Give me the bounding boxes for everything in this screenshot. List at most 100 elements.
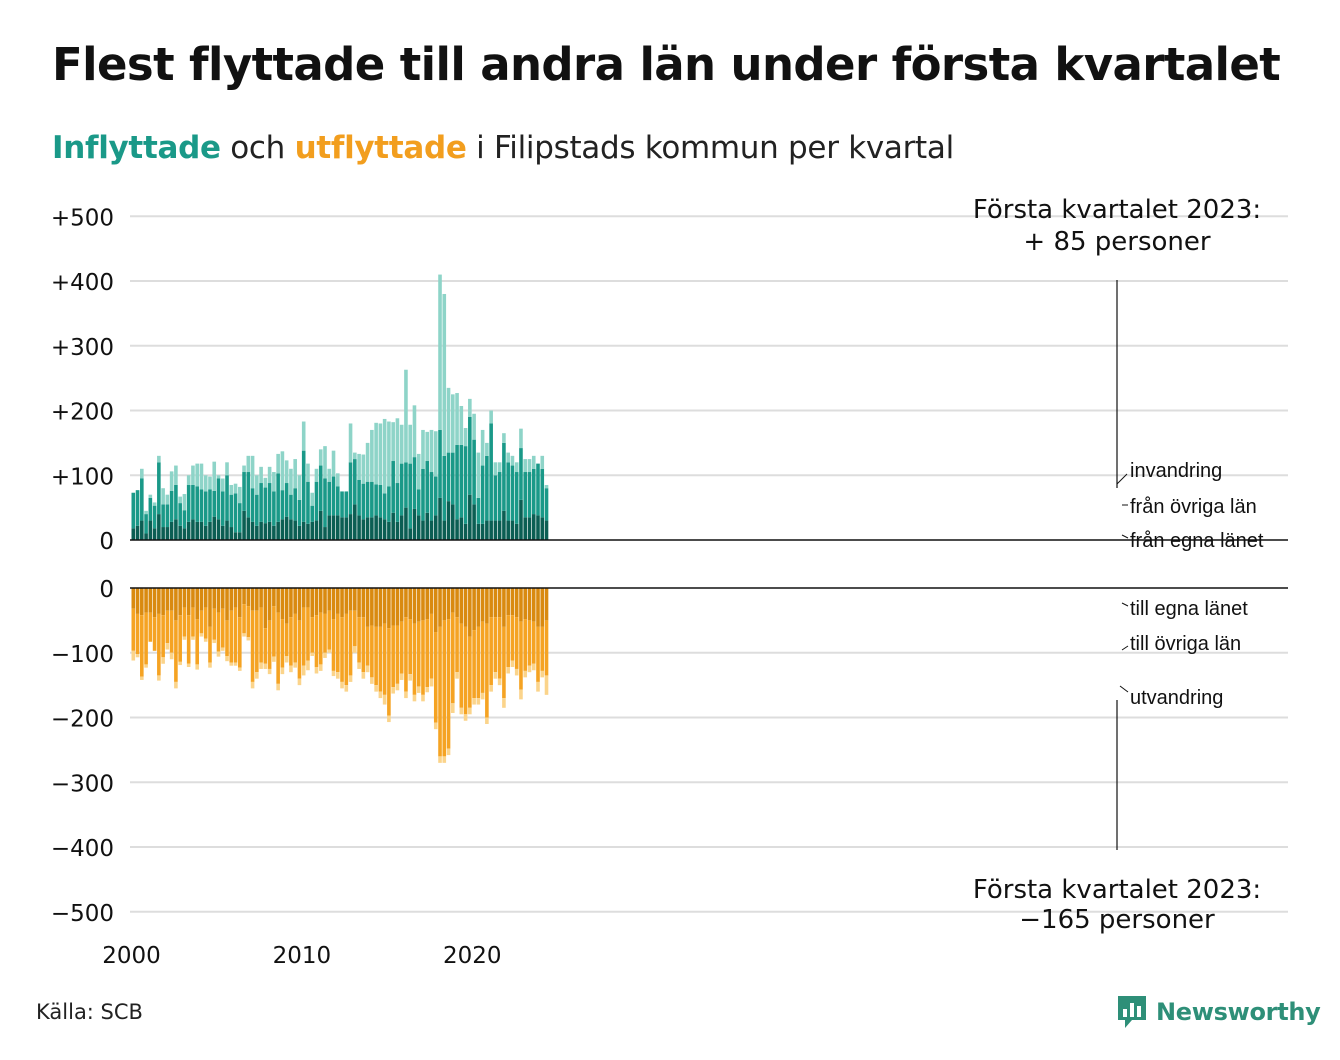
chart-svg: +500 +400 +300 +200 +100 0 0 −100 −200 −300 −400 −5… [51, 195, 1288, 969]
bar-till-ovriga-lan [135, 613, 140, 655]
bar-fran-ovriga-lan [416, 489, 421, 516]
bar-till-egna-lanet [468, 588, 472, 637]
bar-till-ovriga-lan [186, 615, 191, 664]
bar-fran-egna-lanet [152, 528, 157, 540]
bar-till-ovriga-lan [174, 620, 178, 682]
bar-till-ovriga-lan [225, 620, 229, 656]
bar-fran-ovriga-lan [348, 462, 353, 515]
bar-till-egna-lanet [144, 588, 148, 613]
bar-till-ovriga-lan [527, 620, 532, 666]
bar-fran-ovriga-lan [203, 491, 208, 526]
bar-till-ovriga-lan [152, 617, 157, 651]
bar-fran-ovriga-lan [157, 462, 161, 515]
bar-utvandring [361, 672, 366, 679]
bar-till-ovriga-lan [191, 607, 195, 637]
bar-fran-egna-lanet [284, 516, 289, 540]
bar-till-egna-lanet [421, 588, 425, 621]
bar-fran-ovriga-lan [259, 483, 263, 522]
bar-utvandring [412, 694, 417, 702]
series-label-invandring: invandring [1130, 460, 1222, 482]
bar-utvandring [404, 691, 408, 699]
bar-till-ovriga-lan [536, 626, 540, 682]
bar-invandring [208, 476, 212, 490]
bar-till-ovriga-lan [404, 617, 408, 692]
bar-utvandring [370, 677, 374, 684]
bar-till-ovriga-lan [182, 607, 187, 637]
bar-till-ovriga-lan [267, 620, 272, 669]
bar-invandring [395, 418, 400, 484]
bar-invandring [280, 451, 285, 491]
bar-fran-egna-lanet [370, 517, 374, 540]
bar-fran-ovriga-lan [412, 457, 417, 509]
bar-utvandring [433, 722, 438, 730]
bar-utvandring [165, 643, 170, 650]
bar-till-egna-lanet [216, 588, 221, 613]
bar-till-egna-lanet [348, 588, 353, 611]
bar-till-egna-lanet [335, 588, 340, 614]
bar-till-ovriga-lan [216, 612, 221, 652]
bar-invandring [144, 510, 148, 515]
series-label-fran-ovriga-lan: från övriga län [1130, 496, 1257, 518]
bar-fran-egna-lanet [353, 504, 357, 540]
bar-invandring [310, 492, 315, 506]
bar-utvandring [382, 694, 387, 705]
bar-fran-ovriga-lan [485, 455, 489, 521]
bar-invandring [335, 473, 340, 487]
bar-invandring [242, 465, 246, 473]
y-tick-label: −300 [51, 771, 114, 797]
bar-utvandring [310, 652, 315, 656]
bar-invandring [399, 424, 404, 464]
bar-till-egna-lanet [446, 588, 451, 620]
bar-till-egna-lanet [429, 588, 434, 614]
bar-invandring [327, 468, 332, 482]
bar-till-ovriga-lan [289, 617, 293, 666]
bar-till-egna-lanet [259, 588, 263, 608]
bar-invandring [370, 429, 374, 482]
bar-fran-ovriga-lan [280, 490, 285, 520]
bar-fran-egna-lanet [459, 517, 464, 540]
bar-utvandring [131, 650, 136, 661]
bar-fran-ovriga-lan [378, 484, 383, 518]
bar-till-egna-lanet [510, 588, 515, 616]
bar-till-ovriga-lan [297, 620, 302, 679]
bar-utvandring [144, 664, 148, 668]
bar-fran-ovriga-lan [186, 484, 191, 522]
bar-utvandring [451, 703, 455, 713]
source-credit: Källa: SCB [36, 1000, 143, 1024]
bar-fran-ovriga-lan [335, 486, 340, 516]
bar-till-egna-lanet [523, 588, 528, 620]
bar-till-ovriga-lan [199, 610, 204, 634]
bar-till-egna-lanet [506, 588, 510, 616]
bar-till-egna-lanet [212, 588, 217, 609]
bar-fran-egna-lanet [502, 510, 506, 540]
bar-invandring [318, 449, 323, 466]
bar-fran-ovriga-lan [220, 491, 225, 526]
bar-fran-ovriga-lan [438, 429, 442, 498]
bar-till-egna-lanet [233, 588, 238, 608]
bar-fran-ovriga-lan [195, 486, 199, 522]
subtitle-och: och [230, 130, 286, 166]
bar-invandring [216, 475, 221, 479]
bar-fran-egna-lanet [382, 519, 387, 540]
bar-fran-egna-lanet [250, 521, 255, 540]
bar-fran-egna-lanet [238, 532, 242, 540]
bar-till-egna-lanet [340, 588, 344, 618]
bar-fran-egna-lanet [144, 533, 148, 540]
bar-till-ovriga-lan [340, 617, 344, 682]
bar-invandring [169, 471, 174, 491]
bar-fran-egna-lanet [365, 517, 370, 540]
bar-utvandring [186, 663, 191, 668]
bar-till-egna-lanet [331, 588, 336, 620]
bar-till-ovriga-lan [335, 613, 340, 673]
leader-till-ovriga [1121, 645, 1129, 651]
bar-till-ovriga-lan [357, 617, 361, 663]
bar-till-egna-lanet [455, 588, 459, 618]
bar-till-egna-lanet [382, 588, 387, 624]
bar-utvandring [357, 662, 361, 669]
bar-fran-egna-lanet [331, 515, 336, 540]
bar-fran-ovriga-lan [314, 481, 319, 521]
bar-fran-ovriga-lan [131, 492, 136, 529]
leader-fran-egna [1121, 534, 1129, 539]
bar-fran-egna-lanet [174, 519, 178, 540]
bar-fran-ovriga-lan [340, 491, 344, 518]
